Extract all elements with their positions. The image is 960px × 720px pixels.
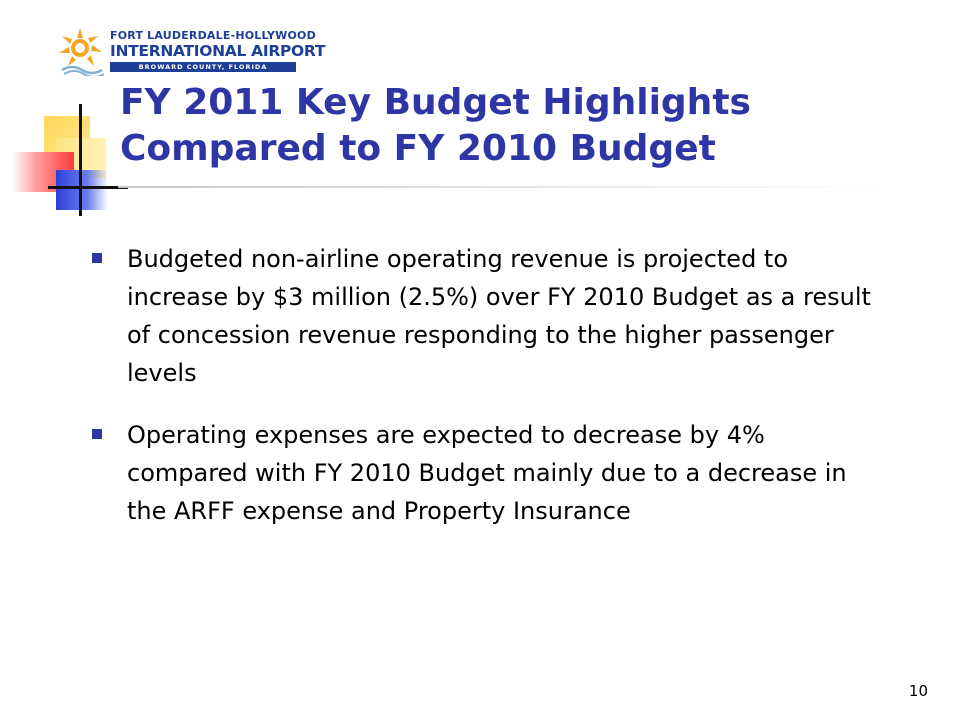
- logo-line-2: INTERNATIONAL AIRPORT: [110, 42, 326, 60]
- bullet-text: Budgeted non-airline operating revenue i…: [127, 245, 871, 387]
- title-line-2: Compared to FY 2010 Budget: [120, 128, 716, 169]
- page-number: 10: [908, 682, 928, 700]
- decorative-blocks: [0, 100, 140, 220]
- blue-block: [56, 170, 108, 210]
- bullet-square-icon: [92, 429, 102, 439]
- vertical-line: [79, 104, 82, 216]
- title-underline: [118, 186, 878, 188]
- logo-line-3: BROWARD COUNTY, FLORIDA: [110, 62, 296, 72]
- slide-title: FY 2011 Key Budget Highlights Compared t…: [120, 80, 900, 172]
- bullet-item: Operating expenses are expected to decre…: [92, 416, 892, 530]
- horizontal-line: [48, 186, 128, 189]
- bullet-list: Budgeted non-airline operating revenue i…: [92, 240, 892, 554]
- bullet-square-icon: [92, 253, 102, 263]
- airport-logo: FORT LAUDERDALE-HOLLYWOOD INTERNATIONAL …: [58, 26, 326, 76]
- sun-logo-icon: [59, 28, 105, 76]
- bullet-item: Budgeted non-airline operating revenue i…: [92, 240, 892, 392]
- title-line-1: FY 2011 Key Budget Highlights: [120, 82, 751, 123]
- logo-line-1: FORT LAUDERDALE-HOLLYWOOD: [110, 29, 316, 42]
- bullet-text: Operating expenses are expected to decre…: [127, 421, 847, 525]
